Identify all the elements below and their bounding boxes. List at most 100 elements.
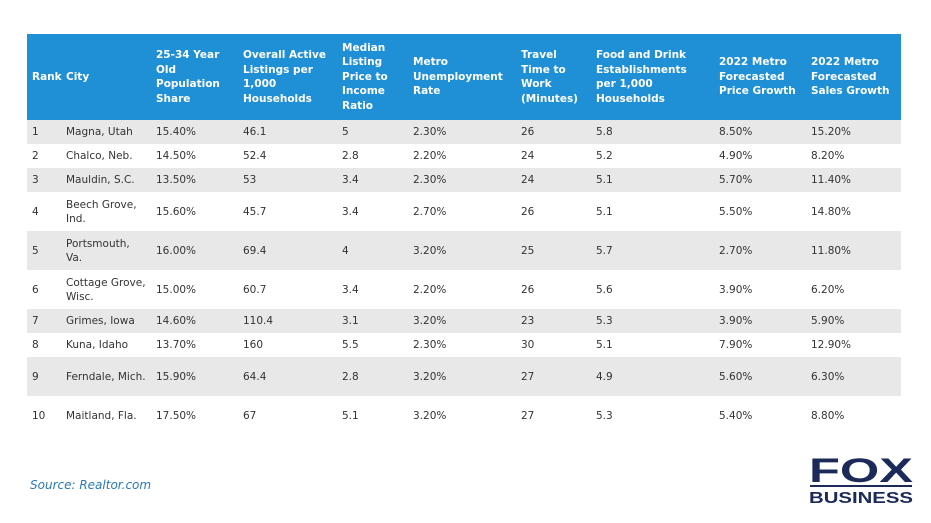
- table-cell: 2.20%: [408, 144, 516, 168]
- table-cell: 11.40%: [806, 168, 901, 192]
- logo-business-text: BUSINESS: [809, 490, 913, 506]
- column-header: Travel Time to Work (Minutes): [516, 34, 591, 120]
- city-cell: Kuna, Idaho: [61, 333, 151, 357]
- column-header: City: [61, 34, 151, 120]
- table-cell: 3.20%: [408, 231, 516, 270]
- fox-business-logo: FOX BUSINESS: [809, 452, 913, 506]
- table-cell: 110.4: [238, 309, 337, 333]
- table-cell: 15.00%: [151, 270, 238, 309]
- table-cell: 69.4: [238, 231, 337, 270]
- table-cell: 16.00%: [151, 231, 238, 270]
- table-cell: 27: [516, 357, 591, 396]
- table-cell: 13.70%: [151, 333, 238, 357]
- table-cell: 4.9: [591, 357, 714, 396]
- table-cell: 24: [516, 144, 591, 168]
- column-header: Median Listing Price to Income Ratio: [337, 34, 408, 120]
- column-header: Overall Active Listings per 1,000 Househ…: [238, 34, 337, 120]
- table-cell: 5.70%: [714, 168, 806, 192]
- column-header: 2022 Metro Forecasted Price Growth: [714, 34, 806, 120]
- table-cell: 14.60%: [151, 309, 238, 333]
- source-note: Source: Realtor.com: [30, 478, 152, 492]
- table-cell: 5.3: [591, 396, 714, 435]
- table-row: 5 Portsmouth, Va. 16.00% 69.4 4 3.20% 25 5.7 2.7…: [27, 231, 901, 270]
- city-cell: Maitland, Fla.: [61, 396, 151, 435]
- table-cell: 26: [516, 270, 591, 309]
- table-cell: 3.20%: [408, 357, 516, 396]
- logo-fox-text: FOX: [809, 452, 913, 490]
- table-cell: 15.90%: [151, 357, 238, 396]
- table-cell: 27: [516, 396, 591, 435]
- table-cell: 2.30%: [408, 168, 516, 192]
- table-cell: 7.90%: [714, 333, 806, 357]
- city-cell: Portsmouth, Va.: [61, 231, 151, 270]
- table-cell: 3.20%: [408, 396, 516, 435]
- column-header: Rank: [27, 34, 62, 120]
- rank-cell: 8: [27, 333, 61, 357]
- table-cell: 14.50%: [151, 144, 238, 168]
- table-cell: 6.30%: [806, 357, 901, 396]
- table-cell: 52.4: [238, 144, 337, 168]
- rank-cell: 3: [27, 168, 61, 192]
- table-row: 7 Grimes, Iowa 14.60% 110.4 3.1 3.20% 23 5.3 3.9…: [27, 309, 901, 333]
- table-cell: 2.70%: [714, 231, 806, 270]
- table-cell: 60.7: [238, 270, 337, 309]
- table-cell: 30: [516, 333, 591, 357]
- table-row: 3 Mauldin, S.C. 13.50% 53 3.4 2.30% 24 5.1 5.70%…: [27, 168, 901, 192]
- column-header: Metro Unemployment Rate: [408, 34, 516, 120]
- rank-cell: 7: [27, 309, 61, 333]
- table-cell: 2.30%: [408, 333, 516, 357]
- rank-cell: 5: [27, 231, 61, 270]
- city-ranking-table: Rank City 25-34 Year Old Population Share O…: [27, 34, 901, 435]
- column-header: 25-34 Year Old Population Share: [151, 34, 238, 120]
- table-cell: 15.20%: [806, 120, 901, 144]
- table-cell: 24: [516, 168, 591, 192]
- table-cell: 26: [516, 192, 591, 231]
- city-cell: Magna, Utah: [61, 120, 151, 144]
- table-row: 10 Maitland, Fla. 17.50% 67 5.1 3.20% 27 5.3 5.4…: [27, 396, 901, 435]
- data-table-container: Rank City 25-34 Year Old Population Share O…: [27, 34, 901, 435]
- table-cell: 23: [516, 309, 591, 333]
- table-cell: 5.60%: [714, 357, 806, 396]
- rank-cell: 2: [27, 144, 61, 168]
- city-cell: Ferndale, Mich.: [61, 357, 151, 396]
- rank-cell: 4: [27, 192, 61, 231]
- rank-cell: 6: [27, 270, 61, 309]
- table-cell: 160: [238, 333, 337, 357]
- city-cell: Chalco, Neb.: [61, 144, 151, 168]
- table-cell: 5: [337, 120, 408, 144]
- city-cell: Grimes, Iowa: [61, 309, 151, 333]
- table-cell: 15.40%: [151, 120, 238, 144]
- table-cell: 2.30%: [408, 120, 516, 144]
- table-cell: 5.1: [591, 333, 714, 357]
- table-row: 9 Ferndale, Mich. 15.90% 64.4 2.8 3.20% 27 4.9 5…: [27, 357, 901, 396]
- table-cell: 46.1: [238, 120, 337, 144]
- table-cell: 3.20%: [408, 309, 516, 333]
- table-body: 1 Magna, Utah 15.40% 46.1 5 2.30% 26 5.8 8.50% 15…: [27, 120, 901, 435]
- city-cell: Cottage Grove, Wisc.: [61, 270, 151, 309]
- table-cell: 5.5: [337, 333, 408, 357]
- table-cell: 26: [516, 120, 591, 144]
- table-cell: 15.60%: [151, 192, 238, 231]
- table-cell: 45.7: [238, 192, 337, 231]
- table-header-row: Rank City 25-34 Year Old Population Share O…: [27, 34, 901, 120]
- rank-cell: 1: [27, 120, 61, 144]
- table-cell: 5.7: [591, 231, 714, 270]
- table-cell: 53: [238, 168, 337, 192]
- table-cell: 64.4: [238, 357, 337, 396]
- table-cell: 11.80%: [806, 231, 901, 270]
- table-row: 6 Cottage Grove, Wisc. 15.00% 60.7 3.4 2.20% 2…: [27, 270, 901, 309]
- table-cell: 8.50%: [714, 120, 806, 144]
- table-cell: 5.2: [591, 144, 714, 168]
- table-cell: 2.70%: [408, 192, 516, 231]
- table-cell: 3.1: [337, 309, 408, 333]
- table-cell: 3.90%: [714, 270, 806, 309]
- table-cell: 13.50%: [151, 168, 238, 192]
- column-header: Food and Drink Establishments per 1,000 …: [591, 34, 714, 120]
- table-cell: 5.6: [591, 270, 714, 309]
- table-cell: 2.8: [337, 357, 408, 396]
- table-cell: 17.50%: [151, 396, 238, 435]
- table-cell: 5.40%: [714, 396, 806, 435]
- table-cell: 4: [337, 231, 408, 270]
- city-cell: Mauldin, S.C.: [61, 168, 151, 192]
- table-cell: 5.1: [337, 396, 408, 435]
